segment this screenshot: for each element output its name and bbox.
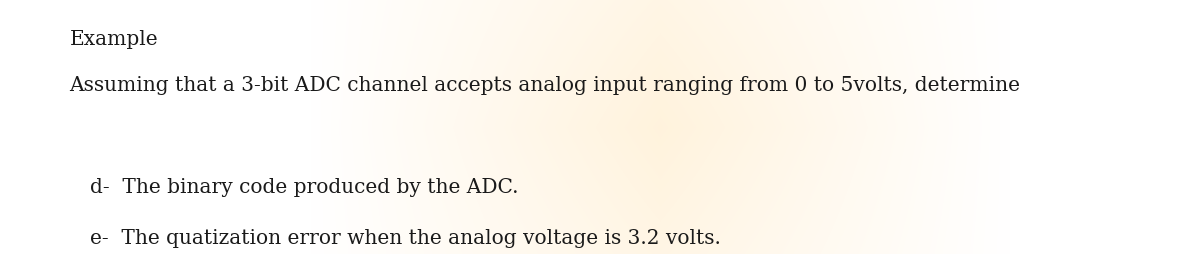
Text: e-  The quatization error when the analog voltage is 3.2 volts.: e- The quatization error when the analog… [90, 229, 721, 248]
Text: d-  The binary code produced by the ADC.: d- The binary code produced by the ADC. [90, 178, 518, 197]
Text: Example: Example [70, 30, 158, 50]
Text: Assuming that a 3-bit ADC channel accepts analog input ranging from 0 to 5volts,: Assuming that a 3-bit ADC channel accept… [70, 76, 1020, 95]
